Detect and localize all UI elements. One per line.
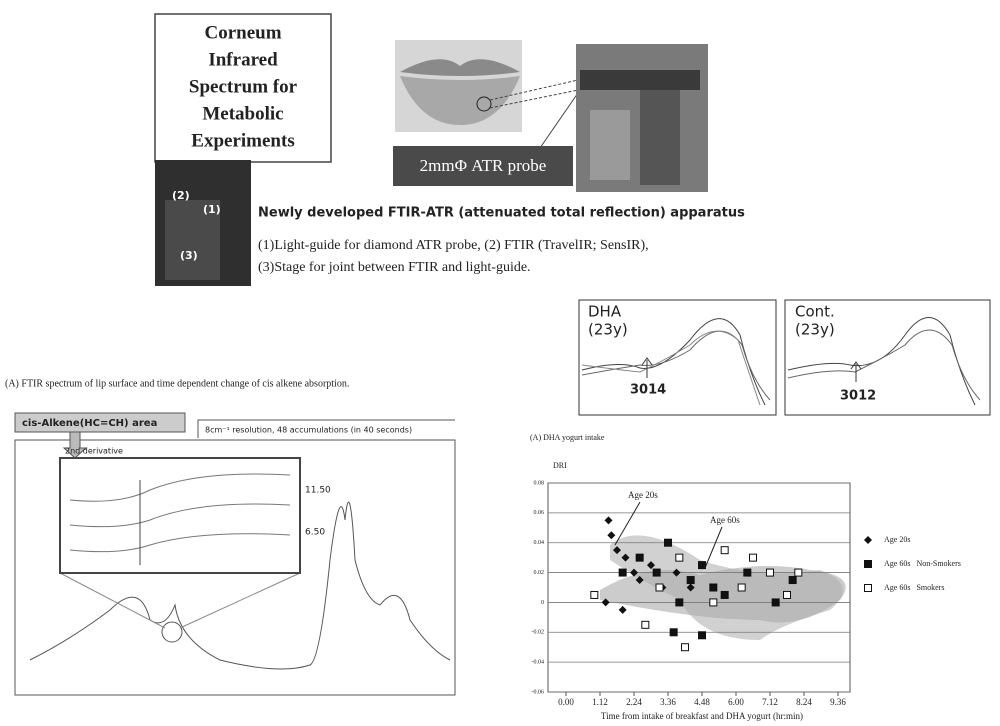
probe-label: 2mmΦ ATR probe [420,156,547,175]
x-axis-label: Time from intake of breakfast and DHA yo… [601,711,803,721]
legend-label: Age 60s Smokers [884,583,944,592]
point [656,584,663,591]
point [772,599,779,606]
x-tick-label: 1.12 [592,697,608,707]
panel-age: (23y) [795,321,835,339]
annotation: Age 20s [628,490,658,500]
y-tick-label: 0.06 [534,510,545,516]
point [789,577,796,584]
panel-age: (23y) [588,321,628,339]
chart-caption: (A) DHA yogurt intake [530,433,605,442]
inset [60,458,300,573]
point [721,547,728,554]
x-tick-label: 4.48 [694,697,710,707]
apparatus-heading: Newly developed FTIR-ATR (attenuated tot… [258,206,745,221]
y-tick-label: -0.06 [532,689,545,695]
apparatus-caption: (3)Stage for joint between FTIR and ligh… [258,260,531,275]
note: 8cm⁻¹ resolution, 48 accumulations (in 4… [205,426,412,435]
point [784,591,791,598]
spectrum-caption: (A) FTIR spectrum of lip surface and tim… [5,378,349,389]
legend-swatch [865,585,872,592]
point [676,554,683,561]
annotation: Age 60s [710,515,740,525]
point [636,554,643,561]
point [607,531,615,539]
scatter-chart: 0.08 0.06 0.04 0.02 0 -0.02 -0.04 -0.06 0.00 1.12… [530,433,961,721]
annotation-arrow [705,527,722,568]
y-tick-label: -0.04 [532,660,545,666]
point [653,569,660,576]
point [744,569,751,576]
x-tick-label: 7.12 [762,697,778,707]
photo-label: (2) [172,189,190,202]
panel-label: DHA [588,303,622,321]
title-line: Metabolic [202,103,283,124]
photo-detail [580,70,700,90]
photo-detail [590,110,630,180]
title-line: Spectrum for [189,76,298,97]
title-text: Corneum Infrared Spectrum for Metabolic … [189,22,298,151]
x-tick-label: 9.36 [830,697,846,707]
x-tick-label: 2.24 [626,697,642,707]
derivative-panel: DHA (23y) 3014 [579,300,776,415]
title-line: Infrared [208,49,278,70]
point [619,606,627,614]
point [642,621,649,628]
legend-swatch [865,561,872,568]
point [767,569,774,576]
x-tick-label: 0.00 [558,697,574,707]
point [699,632,706,639]
page: Corneum Infrared Spectrum for Metabolic … [0,0,1000,726]
peak-label: 3012 [840,389,876,404]
legend-swatch [864,536,872,544]
pointer [540,90,580,148]
legend-label: Age 60s Non-Smokers [884,559,961,568]
point [665,539,672,546]
inset-label: 11.50 [305,486,331,496]
point [738,584,745,591]
point [676,599,683,606]
point [721,591,728,598]
point [670,629,677,636]
point [619,569,626,576]
point [591,591,598,598]
x-tick-label: 3.36 [660,697,676,707]
y-axis-label: DRI [553,461,567,470]
apparatus-caption: (1)Light-guide for diamond ATR probe, (2… [258,238,649,253]
legend-label: Age 20s [884,535,910,544]
photo-label: (1) [203,203,221,216]
photo-label: (3) [180,249,198,262]
y-tick-label: 0.08 [534,480,545,486]
point [699,562,706,569]
y-tick-label: -0.02 [532,630,545,636]
y-tick-label: 0 [541,600,544,606]
y-tick-label: 0.04 [534,540,545,546]
point [750,554,757,561]
inset-label: 6.50 [305,528,325,538]
point [710,599,717,606]
point [605,516,613,524]
area-tag: cis-Alkene(HC=CH) area [22,418,157,429]
x-tick-label: 8.24 [796,697,812,707]
x-tick-label: 6.00 [728,697,744,707]
point [795,569,802,576]
peak-label: 3014 [630,383,666,398]
point [687,577,694,584]
y-tick-label: 0.02 [534,570,545,576]
photo-detail [640,90,680,185]
point [682,644,689,651]
inset-title: 2nd derivative [65,447,123,456]
title-line: Corneum [204,22,281,43]
derivative-panel: Cont. (23y) 3012 [785,300,990,415]
title-line: Experiments [191,130,294,151]
panel-label: Cont. [795,303,835,321]
point [710,584,717,591]
